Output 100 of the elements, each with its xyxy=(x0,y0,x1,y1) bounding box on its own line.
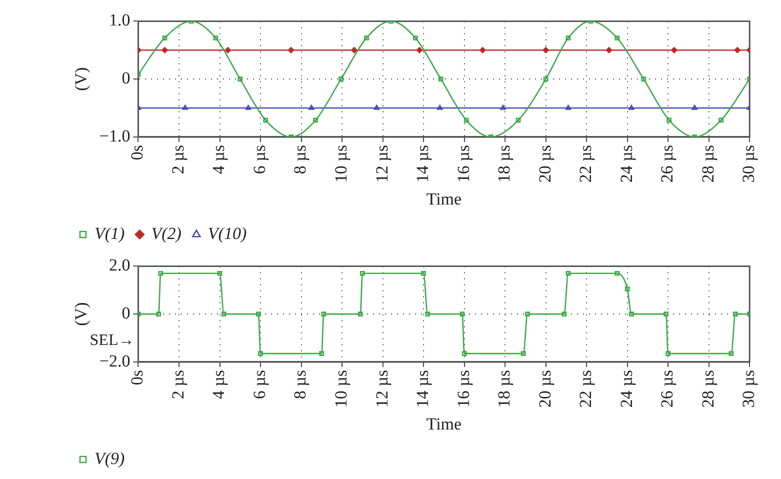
x-tick-label: 8 µs xyxy=(290,370,310,400)
point xyxy=(338,76,344,82)
y-tick-label: 1.0 xyxy=(108,10,130,30)
x-tick-label: 20 µs xyxy=(535,144,554,183)
x-tick-label: 2 µs xyxy=(168,144,188,174)
point xyxy=(221,312,226,316)
x-tick-label: 18 µs xyxy=(494,370,514,408)
point xyxy=(718,118,724,123)
x-tick-label: 18 µs xyxy=(494,144,514,183)
line-series xyxy=(138,270,750,356)
x-tick-label: 4 µs xyxy=(209,144,228,174)
point xyxy=(565,104,572,110)
point xyxy=(562,312,567,316)
point xyxy=(543,76,548,82)
point xyxy=(288,46,294,54)
point xyxy=(238,76,243,82)
point xyxy=(520,351,526,356)
x-tick-label: 30 µs xyxy=(739,370,758,408)
x-tick-label: 8 µs xyxy=(290,144,310,174)
point xyxy=(542,46,549,54)
point xyxy=(728,351,734,356)
y-tick-label: 0 xyxy=(122,68,130,88)
x-tick-label: 4 µs xyxy=(209,370,228,400)
x-tick-label: 22 µs xyxy=(576,370,596,408)
legend-label: V(2) xyxy=(151,224,182,243)
x-axis-title: Time xyxy=(426,414,462,434)
point xyxy=(308,104,314,110)
point xyxy=(425,312,430,316)
point xyxy=(364,36,369,40)
x-tick-label: 14 µs xyxy=(413,370,432,408)
x-tick-label: 30 µs xyxy=(739,144,758,183)
x-tick-label: 16 µs xyxy=(454,370,473,408)
point xyxy=(313,118,318,123)
x-tick-label: 0s xyxy=(128,370,147,386)
y-tick-label: 0 xyxy=(122,304,130,323)
point xyxy=(360,270,365,276)
x-axis-title: Time xyxy=(426,189,462,208)
point xyxy=(614,270,620,276)
legend-label: V(10) xyxy=(208,224,247,243)
x-tick-label: 14 µs xyxy=(413,144,432,183)
point xyxy=(479,46,486,54)
point xyxy=(351,46,358,54)
point xyxy=(438,76,444,82)
x-tick-label: 26 µs xyxy=(658,370,677,408)
point xyxy=(258,351,263,356)
text: SEL→ xyxy=(90,332,134,350)
point xyxy=(624,286,630,292)
y-tick-label: −1.0 xyxy=(99,126,130,146)
point xyxy=(437,104,443,110)
y-tick-label: −2.0 xyxy=(99,351,130,370)
point xyxy=(162,36,168,40)
point xyxy=(256,312,261,316)
point xyxy=(666,351,671,356)
point xyxy=(500,104,506,110)
point xyxy=(566,36,571,40)
point xyxy=(641,76,646,82)
x-tick-label: 10 µs xyxy=(331,144,350,183)
point xyxy=(412,36,418,40)
x-tick-label: 2 µs xyxy=(168,370,188,400)
point xyxy=(566,270,571,276)
x-tick-label: 12 µs xyxy=(372,144,392,183)
line-series xyxy=(138,21,750,137)
point xyxy=(516,118,521,123)
point xyxy=(464,118,469,123)
point xyxy=(614,36,620,40)
point xyxy=(213,36,218,40)
x-tick-label: 24 µs xyxy=(616,370,636,408)
point xyxy=(162,46,168,54)
point xyxy=(732,312,738,316)
legend-label: V(1) xyxy=(94,224,126,243)
point xyxy=(525,312,530,316)
x-tick-label: 6 µs xyxy=(250,370,269,400)
point xyxy=(664,312,668,316)
point xyxy=(421,270,426,276)
x-tick-label: 26 µs xyxy=(658,144,677,183)
point xyxy=(462,351,467,356)
point xyxy=(628,312,634,316)
point xyxy=(245,104,252,110)
x-tick-label: 16 µs xyxy=(454,144,473,183)
x-tick-label: 6 µs xyxy=(250,144,269,174)
x-tick-label: 28 µs xyxy=(698,144,718,183)
x-tick-label: 12 µs xyxy=(372,370,392,408)
point xyxy=(671,46,678,54)
x-tick-label: 28 µs xyxy=(698,370,718,408)
point xyxy=(182,104,188,110)
point xyxy=(263,118,268,123)
point xyxy=(692,104,698,110)
point xyxy=(224,46,232,54)
x-tick-label: 20 µs xyxy=(535,370,554,408)
legend-label: V(9) xyxy=(94,448,126,468)
point xyxy=(358,312,363,316)
point xyxy=(319,351,324,356)
point xyxy=(416,46,423,54)
point xyxy=(606,46,612,54)
point xyxy=(156,312,162,316)
x-tick-label: 22 µs xyxy=(576,144,596,183)
point xyxy=(734,46,741,54)
x-tick-label: 10 µs xyxy=(331,370,350,408)
y-axis-title: (V) xyxy=(72,67,91,91)
point xyxy=(217,270,222,276)
